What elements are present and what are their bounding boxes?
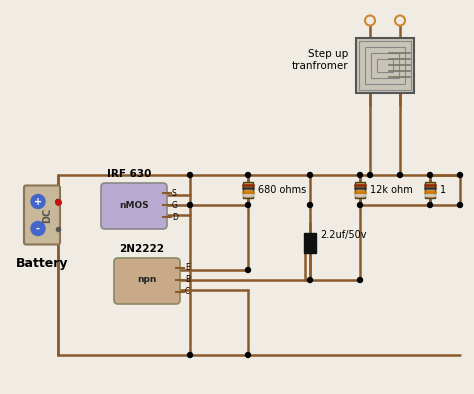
Text: S: S [172, 188, 177, 197]
Circle shape [246, 203, 250, 208]
Bar [355, 182, 365, 198]
Circle shape [357, 203, 363, 208]
Circle shape [246, 173, 250, 178]
Circle shape [357, 277, 363, 282]
Text: -: - [36, 223, 40, 234]
Text: 2N2222: 2N2222 [119, 244, 164, 254]
Bar [359, 41, 411, 89]
Circle shape [367, 173, 373, 178]
Bar [377, 58, 393, 71]
Text: G: G [172, 201, 178, 210]
Text: 12k ohm: 12k ohm [370, 185, 413, 195]
Bar [356, 37, 414, 93]
Text: Step up
tranfromer: Step up tranfromer [292, 49, 348, 71]
Circle shape [188, 203, 192, 208]
FancyBboxPatch shape [24, 186, 60, 245]
Circle shape [308, 277, 312, 282]
Text: +: + [34, 197, 42, 206]
Circle shape [188, 173, 192, 178]
Text: DC: DC [42, 207, 52, 223]
Text: D: D [172, 212, 178, 221]
Bar [425, 182, 435, 198]
Circle shape [308, 173, 312, 178]
Circle shape [31, 195, 45, 208]
Text: Battery: Battery [16, 256, 68, 269]
Text: 680 ohms: 680 ohms [258, 185, 306, 195]
Circle shape [398, 173, 402, 178]
Text: E: E [185, 264, 190, 273]
Text: nMOS: nMOS [119, 201, 149, 210]
Circle shape [428, 173, 432, 178]
Circle shape [246, 268, 250, 273]
Bar [365, 46, 405, 84]
Circle shape [457, 203, 463, 208]
Bar [243, 182, 253, 198]
Text: npn: npn [137, 275, 157, 284]
Text: B: B [185, 275, 190, 284]
FancyBboxPatch shape [101, 183, 167, 229]
Circle shape [56, 199, 60, 203]
Circle shape [457, 173, 463, 178]
Circle shape [246, 353, 250, 357]
FancyBboxPatch shape [114, 258, 180, 304]
Text: 1: 1 [440, 185, 446, 195]
Circle shape [31, 221, 45, 236]
Circle shape [357, 173, 363, 178]
Text: IRF 630: IRF 630 [107, 169, 151, 179]
Bar [304, 232, 316, 253]
Circle shape [428, 203, 432, 208]
Text: C: C [185, 288, 190, 297]
Text: 2.2uf/50v: 2.2uf/50v [320, 229, 366, 240]
Circle shape [308, 203, 312, 208]
Bar [371, 52, 399, 78]
Circle shape [188, 353, 192, 357]
